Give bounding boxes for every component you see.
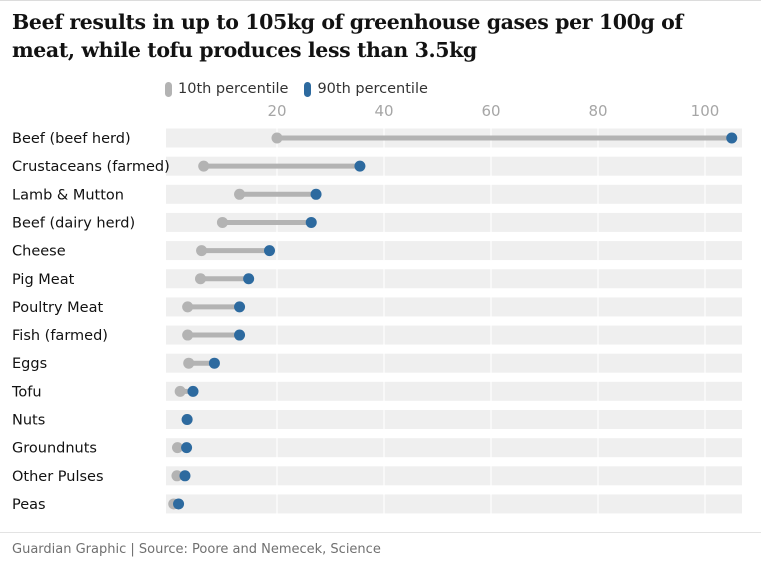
category-label: Lamb & Mutton: [12, 187, 124, 203]
row-band: [166, 410, 742, 429]
point-90th-percentile: [354, 160, 366, 172]
point-10th-percentile: [174, 385, 186, 397]
point-90th-percentile: [264, 245, 276, 257]
category-label: Tofu: [11, 384, 42, 400]
row-band: [166, 325, 742, 345]
point-10th-percentile: [271, 132, 283, 144]
legend-item-10th: 10th percentile: [165, 81, 288, 97]
x-tick-label: 40: [374, 102, 393, 120]
point-90th-percentile: [305, 216, 317, 228]
point-90th-percentile: [243, 273, 255, 285]
legend-item-90th: 90th percentile: [304, 81, 428, 97]
legend: 10th percentile 90th percentile: [165, 78, 444, 100]
point-10th-percentile: [198, 160, 210, 172]
row-band: [166, 297, 742, 317]
point-10th-percentile: [216, 216, 228, 228]
chart-title: Beef results in up to 105kg of greenhous…: [12, 10, 683, 62]
legend-label-10th: 10th percentile: [178, 81, 289, 97]
category-label: Peas: [12, 497, 46, 513]
category-label: Beef (dairy herd): [12, 215, 135, 231]
category-label: Cheese: [12, 244, 66, 260]
top-rule: [0, 0, 761, 1]
point-90th-percentile: [179, 470, 191, 482]
category-label: Pig Meat: [12, 272, 75, 288]
footer-rule: [0, 532, 761, 533]
point-90th-percentile: [181, 442, 193, 454]
point-10th-percentile: [196, 245, 208, 257]
row-band: [166, 381, 742, 401]
point-10th-percentile: [183, 357, 195, 369]
point-90th-percentile: [173, 498, 185, 510]
point-90th-percentile: [181, 414, 193, 425]
row-band: [166, 438, 742, 458]
point-10th-percentile: [171, 470, 183, 482]
legend-swatch-90th: [304, 81, 312, 97]
category-label: Crustaceans (farmed): [12, 159, 170, 175]
row-band: [166, 353, 742, 373]
point-10th-percentile: [182, 329, 194, 341]
x-tick-label: 80: [588, 102, 607, 120]
point-90th-percentile: [234, 301, 246, 313]
category-label: Eggs: [12, 356, 47, 372]
x-tick-label: 20: [267, 102, 286, 120]
point-10th-percentile: [182, 301, 194, 313]
row-band: [166, 494, 742, 514]
point-90th-percentile: [310, 188, 322, 200]
point-90th-percentile: [187, 385, 199, 397]
point-10th-percentile: [194, 273, 206, 285]
category-label: Poultry Meat: [12, 300, 103, 316]
legend-label-90th: 90th percentile: [317, 81, 428, 97]
category-label: Other Pulses: [12, 469, 104, 485]
row-band: [166, 466, 742, 486]
category-label: Fish (farmed): [12, 328, 108, 344]
point-10th-percentile: [234, 188, 246, 200]
category-label: Groundnuts: [12, 441, 97, 457]
category-label: Nuts: [12, 413, 45, 429]
dumbbell-chart: 20 40 60 80 100 Beef (beef herd) Crustaceans (…: [11, 102, 742, 514]
legend-swatch-10th: [165, 81, 172, 97]
source-note: Guardian Graphic | Source: Poore and Nem…: [12, 542, 381, 557]
x-tick-label: 100: [691, 102, 720, 120]
category-label: Beef (beef herd): [12, 131, 131, 147]
point-90th-percentile: [208, 357, 220, 369]
point-10th-percentile: [171, 442, 183, 454]
point-90th-percentile: [726, 132, 738, 144]
point-90th-percentile: [234, 329, 246, 341]
x-tick-label: 60: [481, 102, 500, 120]
